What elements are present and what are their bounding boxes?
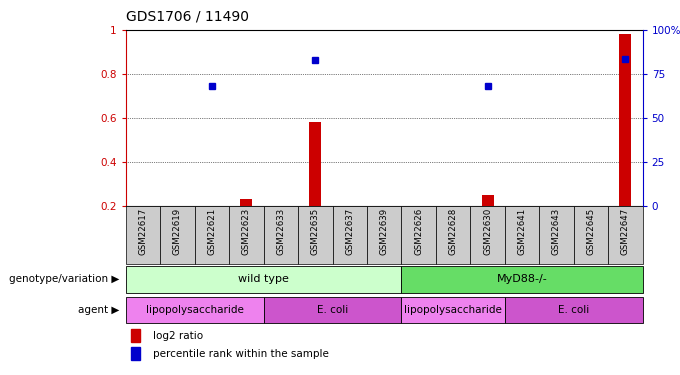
Bar bbox=[126, 206, 160, 264]
Text: E. coli: E. coli bbox=[558, 305, 590, 315]
Text: GSM22647: GSM22647 bbox=[621, 208, 630, 255]
Text: percentile rank within the sample: percentile rank within the sample bbox=[153, 349, 329, 358]
Text: GSM22626: GSM22626 bbox=[414, 208, 423, 255]
Bar bbox=[436, 206, 471, 264]
Text: lipopolysaccharide: lipopolysaccharide bbox=[404, 305, 502, 315]
Text: GSM22617: GSM22617 bbox=[139, 208, 148, 255]
Text: GDS1706 / 11490: GDS1706 / 11490 bbox=[126, 10, 249, 24]
Text: MyD88-/-: MyD88-/- bbox=[496, 274, 547, 284]
Bar bbox=[126, 297, 264, 323]
Bar bbox=[298, 206, 333, 264]
Text: GSM22641: GSM22641 bbox=[517, 208, 526, 255]
Bar bbox=[471, 206, 505, 264]
Bar bbox=[194, 206, 229, 264]
Bar bbox=[574, 206, 608, 264]
Text: E. coli: E. coli bbox=[317, 305, 348, 315]
Text: agent ▶: agent ▶ bbox=[78, 305, 119, 315]
Text: lipopolysaccharide: lipopolysaccharide bbox=[146, 305, 243, 315]
Bar bbox=[131, 329, 140, 342]
Bar bbox=[264, 297, 401, 323]
Bar bbox=[264, 206, 298, 264]
Text: GSM22628: GSM22628 bbox=[449, 208, 458, 255]
Bar bbox=[229, 206, 264, 264]
Bar bbox=[131, 347, 140, 360]
Text: GSM22643: GSM22643 bbox=[552, 208, 561, 255]
Bar bbox=[126, 266, 401, 292]
Text: GSM22639: GSM22639 bbox=[379, 208, 389, 255]
Bar bbox=[309, 122, 322, 206]
Text: GSM22630: GSM22630 bbox=[483, 208, 492, 255]
Bar bbox=[608, 206, 643, 264]
Text: GSM22633: GSM22633 bbox=[276, 208, 286, 255]
Bar bbox=[505, 297, 643, 323]
Bar bbox=[401, 297, 505, 323]
Text: GSM22619: GSM22619 bbox=[173, 208, 182, 255]
Text: GSM22621: GSM22621 bbox=[207, 208, 216, 255]
Text: GSM22635: GSM22635 bbox=[311, 208, 320, 255]
Text: GSM22623: GSM22623 bbox=[242, 208, 251, 255]
Bar bbox=[539, 206, 574, 264]
Bar bbox=[160, 206, 194, 264]
Bar bbox=[401, 266, 643, 292]
Bar bbox=[481, 195, 494, 206]
Text: log2 ratio: log2 ratio bbox=[153, 331, 203, 340]
Bar bbox=[401, 206, 436, 264]
Bar bbox=[619, 34, 632, 206]
Text: GSM22645: GSM22645 bbox=[586, 208, 596, 255]
Bar bbox=[367, 206, 401, 264]
Bar bbox=[505, 206, 539, 264]
Text: wild type: wild type bbox=[238, 274, 289, 284]
Text: GSM22637: GSM22637 bbox=[345, 208, 354, 255]
Bar bbox=[240, 199, 252, 206]
Bar bbox=[333, 206, 367, 264]
Text: genotype/variation ▶: genotype/variation ▶ bbox=[9, 274, 119, 284]
